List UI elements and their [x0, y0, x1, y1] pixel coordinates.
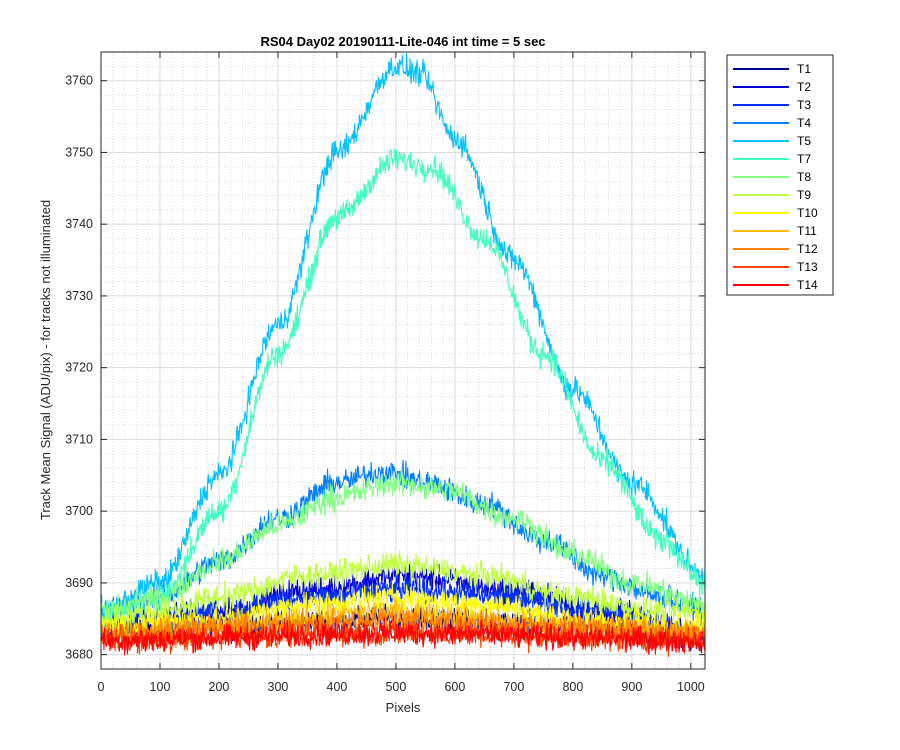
legend-label: T13	[797, 260, 818, 274]
x-tick-label: 100	[150, 680, 171, 694]
legend-label: T4	[797, 116, 811, 130]
legend-label: T9	[797, 188, 811, 202]
minor-grid	[101, 51, 705, 670]
y-axis: 3680 3690 3700 3710 3720 3730 3740 3750 3760	[65, 74, 705, 662]
x-tick-label: 0	[98, 680, 105, 694]
series-line-t7	[101, 148, 705, 635]
y-tick-label: 3740	[65, 217, 93, 231]
plot-frame	[100, 51, 706, 670]
legend-label: T8	[797, 170, 811, 184]
legend-label: T12	[797, 242, 818, 256]
x-tick-label: 500	[385, 680, 406, 694]
y-tick-label: 3710	[65, 432, 93, 446]
y-tick-label: 3680	[65, 648, 93, 662]
series-line-t4	[101, 459, 705, 627]
x-tick-label: 700	[503, 680, 524, 694]
legend: T1 T2 T3 T4 T5 T7 T8 T9 T10 T11 T12 T13 T14	[726, 54, 834, 296]
series-layer	[101, 52, 705, 658]
y-tick-label: 3700	[65, 504, 93, 518]
chart-title: RS04 Day02 20190111-Lite-046 int time = …	[260, 34, 545, 49]
x-tick-label: 800	[562, 680, 583, 694]
x-axis-label: Pixels	[386, 700, 421, 715]
legend-label: T5	[797, 134, 811, 148]
y-tick-label: 3760	[65, 74, 93, 88]
series-line-t14	[101, 616, 705, 656]
x-axis: 0 100 200 300 400 500 600 700 800 900 1000	[98, 52, 705, 694]
x-tick-label: 900	[621, 680, 642, 694]
y-tick-label: 3750	[65, 145, 93, 159]
legend-label: T10	[797, 206, 818, 220]
x-tick-label: 400	[327, 680, 348, 694]
legend-label: T3	[797, 98, 811, 112]
x-tick-label: 600	[444, 680, 465, 694]
x-tick-label: 1000	[677, 680, 705, 694]
series-line-t9	[101, 550, 705, 633]
legend-label: T2	[797, 80, 811, 94]
legend-box	[726, 54, 834, 296]
series-line-t5	[101, 52, 705, 626]
y-axis-label: Track Mean Signal (ADU/pix) - for tracks…	[38, 200, 53, 520]
y-tick-label: 3690	[65, 576, 93, 590]
y-tick-label: 3730	[65, 289, 93, 303]
x-tick-label: 300	[268, 680, 289, 694]
legend-label: T14	[797, 278, 818, 292]
legend-label: T7	[797, 152, 811, 166]
x-tick-label: 200	[209, 680, 230, 694]
y-tick-label: 3720	[65, 361, 93, 375]
series-line-t8	[101, 467, 705, 623]
legend-label: T11	[797, 224, 817, 238]
legend-label: T1	[797, 62, 811, 76]
